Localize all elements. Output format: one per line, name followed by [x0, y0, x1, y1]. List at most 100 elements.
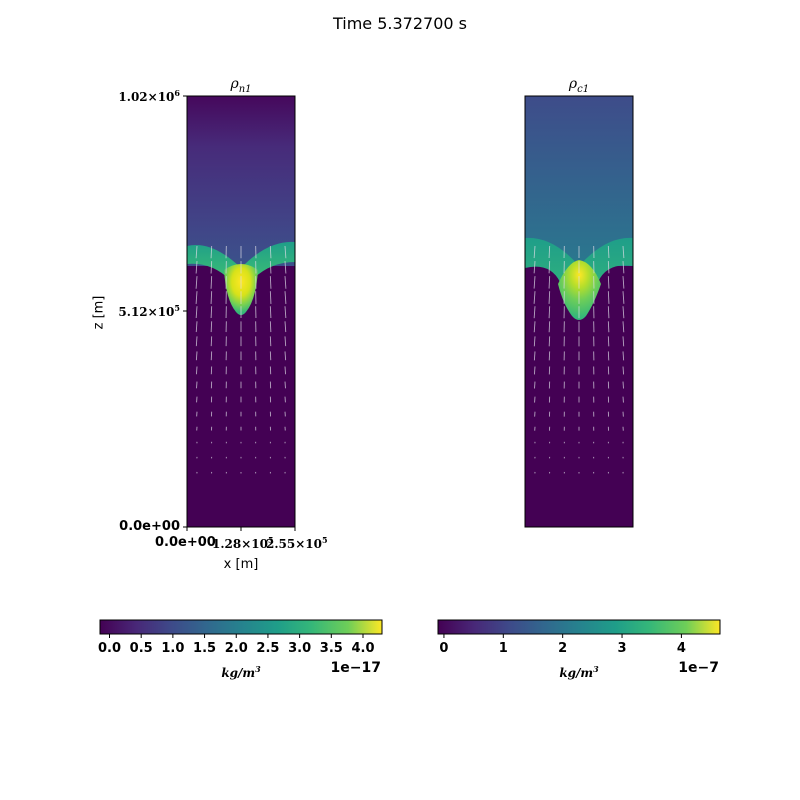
panel1-density-plume: [224, 264, 258, 315]
velocity-arrow: [533, 291, 536, 304]
velocity-arrow: [284, 366, 287, 375]
colorbar1-tick-label: 1.5: [193, 641, 217, 656]
velocity-arrow: [284, 261, 287, 274]
ytick-label-bottom: 0.0e+00: [119, 519, 180, 534]
colorbar1-unit: kg/m3: [221, 664, 261, 680]
velocity-arrow: [284, 291, 287, 304]
colorbar1-tick-marks: [109, 634, 364, 638]
colorbar1-tick-label: 1.0: [161, 641, 185, 656]
panel2-heatmap: [525, 96, 633, 527]
panel2-frame: [524, 95, 634, 528]
velocity-arrow: [195, 276, 198, 289]
velocity-arrow: [195, 336, 198, 347]
velocity-arrow: [210, 291, 213, 304]
ytick-label-mid: 5.12×105: [118, 303, 180, 319]
panel2-upper-region: [525, 96, 633, 266]
colorbar1-tick-label: 0.0: [97, 641, 122, 656]
velocity-arrow: [607, 291, 610, 304]
velocity-arrow: [210, 321, 213, 333]
panel1-ticks: [183, 95, 296, 531]
velocity-arrow: [269, 276, 272, 289]
velocity-arrow: [548, 321, 551, 333]
velocity-arrow: [210, 245, 213, 259]
velocity-arrow: [269, 245, 272, 259]
velocity-arrow: [548, 276, 551, 289]
velocity-arrow: [607, 306, 610, 319]
velocity-arrow: [548, 245, 551, 259]
velocity-arrow: [210, 306, 213, 319]
ytick-label-top: 1.02×106: [118, 88, 180, 104]
colorbar1-tick-label: 3.0: [288, 641, 312, 656]
colorbar2-tick-label: 2: [558, 641, 568, 656]
panel1-upper-region: [187, 96, 295, 266]
velocity-arrow: [195, 351, 198, 361]
colorbar2-tick-label: 0: [439, 641, 449, 656]
panel1-title-symbol: ρ: [230, 76, 239, 92]
velocity-arrow: [607, 276, 610, 289]
velocity-arrow: [607, 321, 610, 333]
velocity-arrow: [622, 351, 625, 361]
velocity-arrow: [195, 321, 198, 333]
velocity-arrow: [548, 291, 551, 304]
colorbar2-offset-text: 1e−7: [678, 660, 719, 676]
colorbar2: [437, 619, 721, 635]
colorbar2-tick-label: 4: [676, 641, 686, 656]
colorbar2-unit: kg/m3: [559, 664, 599, 680]
xtick-label-left: 0.0e+00: [155, 535, 216, 550]
colorbar2-tick-label: 1: [498, 641, 508, 656]
panel2-title-symbol: ρ: [568, 76, 578, 92]
colorbar1-tick-label: 2.0: [224, 641, 248, 656]
velocity-arrow: [533, 261, 536, 274]
velocity-arrow: [533, 351, 536, 361]
velocity-arrow: [622, 276, 625, 289]
y-axis-label: z [m]: [91, 295, 107, 330]
colorbar1-offset-text: 1e−17: [330, 660, 381, 676]
velocity-arrow: [269, 291, 272, 304]
velocity-arrow: [195, 366, 198, 375]
velocity-arrow: [284, 245, 287, 259]
velocity-arrow: [607, 261, 610, 274]
velocity-arrow: [622, 366, 625, 375]
velocity-arrow: [269, 321, 272, 333]
velocity-arrow: [195, 261, 198, 274]
velocity-arrow: [533, 336, 536, 347]
velocity-arrow: [622, 336, 625, 347]
velocity-arrow: [607, 245, 610, 259]
velocity-arrow: [210, 261, 213, 274]
velocity-arrow: [269, 306, 272, 319]
velocity-arrow: [548, 261, 551, 274]
velocity-arrow: [548, 306, 551, 319]
velocity-arrow: [284, 351, 287, 361]
panel1-velocity-arrows: [195, 245, 287, 474]
x-axis-label: x [m]: [223, 557, 259, 572]
panel2-velocity-arrows: [533, 245, 625, 474]
panel1-title-subscript: n1: [238, 83, 252, 95]
velocity-arrow: [622, 245, 625, 259]
velocity-arrow: [622, 291, 625, 304]
velocity-arrow: [533, 276, 536, 289]
velocity-arrow: [533, 366, 536, 375]
colorbar1-tick-label: 4.0: [351, 641, 375, 656]
colorbar1-tick-label: 3.5: [319, 641, 343, 656]
velocity-arrow: [210, 276, 213, 289]
velocity-arrow: [533, 245, 536, 259]
panel1-heatmap: [187, 96, 295, 527]
velocity-arrow: [195, 291, 198, 304]
velocity-arrow: [195, 306, 198, 319]
panel2-density-plume: [558, 260, 601, 320]
colorbar2-tick-label: 3: [617, 641, 627, 656]
xtick-label-mid: 1.28×105: [212, 535, 274, 551]
xtick-label-right: 2.55×105: [266, 535, 328, 551]
velocity-arrow: [622, 261, 625, 274]
velocity-arrow: [622, 306, 625, 319]
velocity-arrow: [284, 321, 287, 333]
panel2-title-subscript: c1: [577, 83, 590, 95]
velocity-arrow: [284, 306, 287, 319]
colorbar1-tick-label: 2.5: [256, 641, 280, 656]
velocity-arrow: [284, 276, 287, 289]
panel1-title: ρn1: [187, 76, 295, 95]
velocity-arrow: [269, 261, 272, 274]
figure-title: Time 5.372700 s: [332, 14, 467, 33]
colorbar1-tick-label: 0.5: [129, 641, 153, 656]
